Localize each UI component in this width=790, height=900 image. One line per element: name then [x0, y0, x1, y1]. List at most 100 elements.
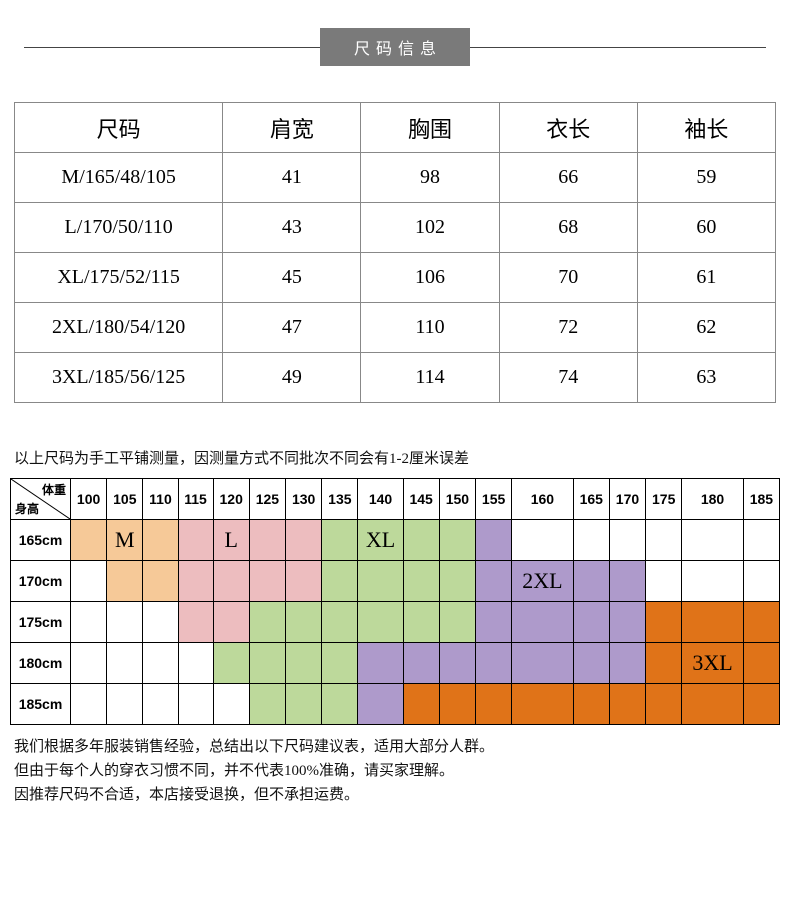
weight-header: 115	[178, 479, 213, 520]
matrix-cell	[475, 602, 511, 643]
matrix-cell	[71, 561, 107, 602]
matrix-cell	[249, 602, 285, 643]
footer-notes: 我们根据多年服装销售经验，总结出以下尺码建议表，适用大部分人群。但由于每个人的穿…	[14, 735, 776, 807]
matrix-cell	[286, 643, 322, 684]
title-label: 尺码信息	[320, 28, 470, 66]
size-row: L/170/50/110431026860	[15, 203, 776, 253]
matrix-cell	[403, 684, 439, 725]
matrix-cell	[682, 561, 743, 602]
matrix-cell	[143, 561, 178, 602]
matrix-cell	[512, 643, 573, 684]
weight-header: 155	[475, 479, 511, 520]
matrix-cell	[107, 684, 143, 725]
divider-left	[24, 47, 320, 48]
height-header: 170cm	[11, 561, 71, 602]
matrix-cell	[178, 643, 213, 684]
matrix-cell	[322, 602, 358, 643]
size-cell: 74	[499, 353, 637, 403]
matrix-cell	[439, 684, 475, 725]
matrix-cell	[71, 643, 107, 684]
matrix-cell	[143, 520, 178, 561]
size-cell: 63	[637, 353, 775, 403]
matrix-cell	[178, 602, 213, 643]
matrix-cell	[143, 602, 178, 643]
matrix-cell	[286, 602, 322, 643]
matrix-cell	[646, 520, 682, 561]
matrix-cell	[322, 561, 358, 602]
matrix-cell	[107, 602, 143, 643]
matrix-cell	[178, 561, 213, 602]
matrix-cell	[646, 561, 682, 602]
matrix-cell	[322, 684, 358, 725]
size-matrix-wrap: 体重身高100105110115120125130135140145150155…	[10, 478, 780, 725]
matrix-cell	[71, 684, 107, 725]
size-cell: 106	[361, 253, 499, 303]
matrix-cell	[439, 561, 475, 602]
matrix-cell	[213, 561, 249, 602]
matrix-cell	[573, 684, 609, 725]
matrix-cell	[286, 561, 322, 602]
matrix-cell	[403, 643, 439, 684]
size-label-XL: XL	[358, 520, 403, 561]
size-cell: 62	[637, 303, 775, 353]
size-matrix: 体重身高100105110115120125130135140145150155…	[10, 478, 780, 725]
matrix-row: 185cm	[11, 684, 780, 725]
matrix-cell	[682, 602, 743, 643]
matrix-row: 170cm2XL	[11, 561, 780, 602]
size-cell: 110	[361, 303, 499, 353]
size-label-3XL: 3XL	[682, 643, 743, 684]
matrix-cell	[646, 643, 682, 684]
matrix-cell	[743, 602, 779, 643]
matrix-cell	[143, 643, 178, 684]
size-row: XL/175/52/115451067061	[15, 253, 776, 303]
matrix-cell	[743, 643, 779, 684]
size-col-2: 胸围	[361, 103, 499, 153]
size-cell: 60	[637, 203, 775, 253]
size-cell: L/170/50/110	[15, 203, 223, 253]
footer-line: 但由于每个人的穿衣习惯不同，并不代表100%准确，请买家理解。	[14, 759, 776, 783]
matrix-row: 180cm3XL	[11, 643, 780, 684]
matrix-cell	[646, 602, 682, 643]
matrix-cell	[475, 643, 511, 684]
weight-header: 140	[358, 479, 403, 520]
matrix-cell	[358, 643, 403, 684]
height-header: 185cm	[11, 684, 71, 725]
matrix-cell	[358, 561, 403, 602]
weight-header: 100	[71, 479, 107, 520]
corner-weight-label: 体重	[42, 481, 66, 498]
size-cell: 102	[361, 203, 499, 253]
weight-header: 105	[107, 479, 143, 520]
matrix-cell	[178, 520, 213, 561]
size-row: M/165/48/10541986659	[15, 153, 776, 203]
size-cell: 45	[223, 253, 361, 303]
size-table: 尺码肩宽胸围衣长袖长 M/165/48/10541986659L/170/50/…	[14, 102, 776, 403]
size-cell: XL/175/52/115	[15, 253, 223, 303]
matrix-cell	[609, 643, 645, 684]
matrix-cell	[286, 684, 322, 725]
matrix-cell	[249, 520, 285, 561]
matrix-cell	[743, 561, 779, 602]
size-cell: 98	[361, 153, 499, 203]
matrix-cell	[403, 602, 439, 643]
matrix-cell	[403, 561, 439, 602]
matrix-cell	[573, 602, 609, 643]
matrix-cell	[682, 520, 743, 561]
size-label-M: M	[107, 520, 143, 561]
matrix-cell	[475, 684, 511, 725]
corner-height-label: 身高	[15, 500, 39, 517]
matrix-corner: 体重身高	[11, 479, 71, 520]
matrix-cell	[609, 684, 645, 725]
matrix-cell	[682, 684, 743, 725]
matrix-cell	[71, 520, 107, 561]
weight-header: 180	[682, 479, 743, 520]
matrix-cell	[143, 684, 178, 725]
matrix-cell	[475, 561, 511, 602]
weight-header: 125	[249, 479, 285, 520]
matrix-cell	[609, 602, 645, 643]
matrix-cell	[439, 643, 475, 684]
matrix-cell	[743, 684, 779, 725]
matrix-cell	[609, 520, 645, 561]
size-row: 3XL/185/56/125491147463	[15, 353, 776, 403]
footer-line: 因推荐尺码不合适，本店接受退换，但不承担运费。	[14, 783, 776, 807]
size-cell: 49	[223, 353, 361, 403]
